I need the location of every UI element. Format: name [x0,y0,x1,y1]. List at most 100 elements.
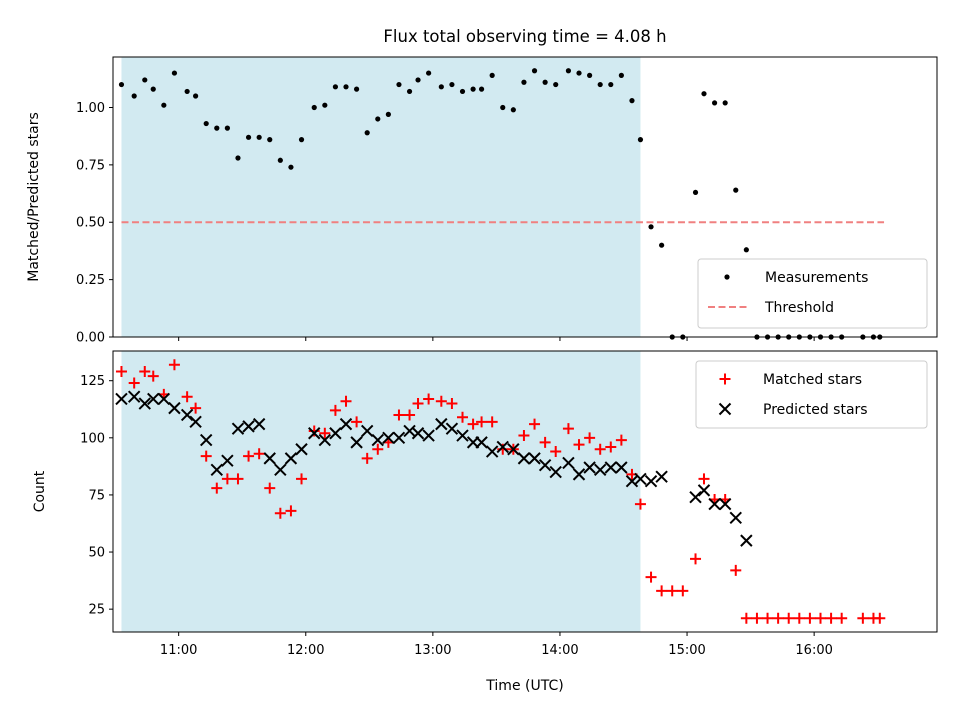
measurement-point [214,125,220,131]
measurement-point [161,102,167,108]
measurement-point [733,187,739,193]
predicted-star-point [708,497,721,511]
measurement-point [648,224,654,230]
predicted-star-point [350,436,363,449]
legend-label: Measurements [765,270,868,286]
measurement-point [743,247,749,253]
matched-star-point [168,359,180,371]
measurement-point [245,134,252,140]
matched-star-point [677,585,689,597]
measurement-point [542,79,548,85]
y-tick-label: 75 [88,488,105,503]
measurement-point [722,100,728,106]
measurement-point [364,130,370,136]
predicted-star-point [242,420,255,433]
matched-star-point [115,366,127,378]
measurement-point [531,68,538,74]
predicted-star-point [485,445,499,458]
predicted-star-point [411,427,425,440]
matched-star-point [836,612,848,624]
matched-star-point [783,612,795,624]
matched-star-point [762,612,774,624]
matched-star-point [423,393,435,405]
ratio-panel: 0.00 0.25 0.50 0.75 1.00 Flux total observin… [26,27,938,346]
count-points [115,359,886,624]
matched-star-point [457,411,469,423]
predicted-star-point [593,463,607,477]
matched-star-point [645,571,657,583]
matched-star-point [825,612,837,624]
predicted-star-point [252,417,266,431]
predicted-star-point [263,452,276,465]
legend-predicted-marker [718,402,732,416]
matched-star-point [804,612,816,624]
y-tick-label: 0.75 [76,158,105,173]
shaded-span [121,57,641,337]
matched-star-point [634,498,646,510]
predicted-star-point [295,443,308,456]
predicted-star-point [572,468,586,481]
matched-star-point [243,450,255,462]
x-tick-label: 11:00 [160,643,197,658]
observing-window-shade [121,57,641,337]
matched-star-point [874,612,886,624]
count-y-axis-label: Count [32,470,48,512]
measurement-point [142,77,148,83]
measurement-point [415,77,421,83]
chart-title: Flux total observing time = 4.08 h [383,27,666,46]
predicted-star-point [284,452,298,465]
predicted-star-point [329,427,342,440]
matched-star-point [319,427,331,439]
predicted-star-point [729,511,742,524]
predicted-star-point [604,461,617,474]
matched-star-point [467,418,479,430]
predicted-star-point [392,431,406,445]
matched-star-point [296,473,308,485]
shaded-span [121,351,641,632]
x-tick-label: 16:00 [795,643,832,658]
predicted-star-point [562,456,575,470]
predicted-star-point [634,472,647,486]
x-tick-label: 12:00 [287,643,324,658]
measurement-point [235,155,241,161]
legend-measurement-marker [724,274,730,280]
predicted-star-point [221,454,234,467]
matched-star-point [518,430,530,442]
matched-star-point [190,402,202,414]
matched-star-point [793,612,805,624]
predicted-star-point [583,461,596,474]
matched-star-point [393,409,405,421]
measurement-point [500,104,506,111]
ratio-legend: Measurements Threshold [697,258,928,329]
measurement-point [438,84,444,90]
predicted-star-point [697,484,711,497]
measurement-point [608,81,614,88]
measurement-point [343,84,349,90]
y-tick-label: 50 [88,546,105,561]
matched-star-point [615,434,627,446]
matched-star-point [329,404,341,416]
measurement-point [629,98,635,104]
matched-star-point [740,612,752,624]
measurement-point [203,120,209,127]
matched-star-point [446,398,458,410]
predicted-star-point [360,424,374,438]
measurement-point [311,104,317,111]
matched-star-point [340,395,352,407]
x-axis-label: Time (UTC) [485,678,563,694]
x-tick-label: 13:00 [414,643,451,658]
ratio-axis-ticks: 0.00 0.25 0.50 0.75 1.00 [76,101,815,346]
y-tick-label: 100 [80,431,105,446]
matched-star-point [690,553,702,565]
predicted-star-point [127,390,141,403]
measurement-points [118,68,883,340]
count-legend: Matched stars Predicted stars [695,360,928,429]
matched-star-point [594,443,606,455]
matched-star-point [476,416,488,428]
matched-star-point [211,482,223,494]
predicted-star-point [644,475,658,488]
matched-star-point [605,441,617,453]
measurement-point [553,81,559,88]
predicted-star-point [189,415,202,429]
matched-star-point [351,416,363,428]
